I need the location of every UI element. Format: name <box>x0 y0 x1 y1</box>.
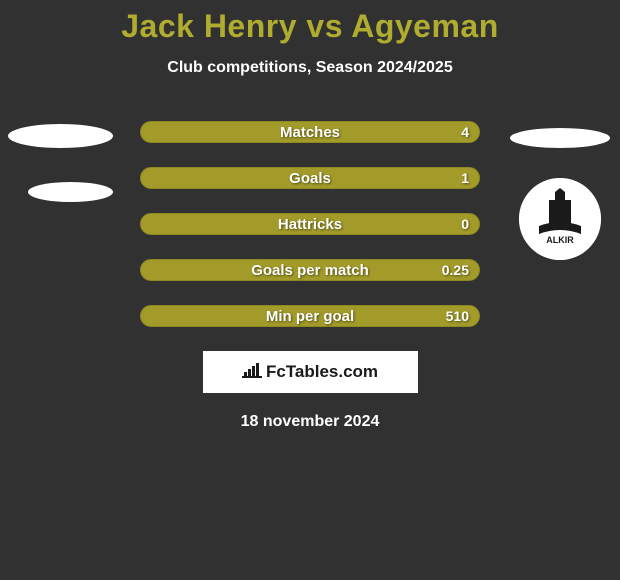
stat-bar: Goals per match 0.25 <box>140 259 480 281</box>
stat-value: 510 <box>446 308 469 324</box>
stat-bar: Hattricks 0 <box>140 213 480 235</box>
subtitle: Club competitions, Season 2024/2025 <box>0 59 620 77</box>
stat-label: Goals <box>289 170 331 187</box>
falkirk-badge-icon: ALKIR <box>519 178 601 260</box>
chart-icon <box>242 362 262 383</box>
infographic-container: Jack Henry vs Agyeman Club competitions,… <box>0 0 620 431</box>
right-oval-1 <box>510 128 610 148</box>
footer-date: 18 november 2024 <box>0 413 620 431</box>
stat-label: Matches <box>280 124 340 141</box>
svg-text:ALKIR: ALKIR <box>546 235 574 245</box>
footer-brand: FcTables.com <box>242 362 378 383</box>
stat-bars: Matches 4 Goals 1 Hattricks 0 Goals per … <box>140 121 480 327</box>
stat-bar: Goals 1 <box>140 167 480 189</box>
page-title: Jack Henry vs Agyeman <box>0 0 620 45</box>
stat-label: Hattricks <box>278 216 342 233</box>
stat-bar: Matches 4 <box>140 121 480 143</box>
stat-value: 0 <box>461 216 469 232</box>
stat-value: 1 <box>461 170 469 186</box>
footer-brand-text: FcTables.com <box>266 362 378 382</box>
stat-label: Goals per match <box>251 262 369 279</box>
footer-brand-box: FcTables.com <box>203 351 418 393</box>
club-badge-right: ALKIR <box>519 178 601 260</box>
left-oval-2 <box>28 182 113 202</box>
stat-value: 4 <box>461 124 469 140</box>
stat-value: 0.25 <box>442 262 469 278</box>
stat-label: Min per goal <box>266 308 354 325</box>
stat-bar: Min per goal 510 <box>140 305 480 327</box>
left-oval-1 <box>8 124 113 148</box>
